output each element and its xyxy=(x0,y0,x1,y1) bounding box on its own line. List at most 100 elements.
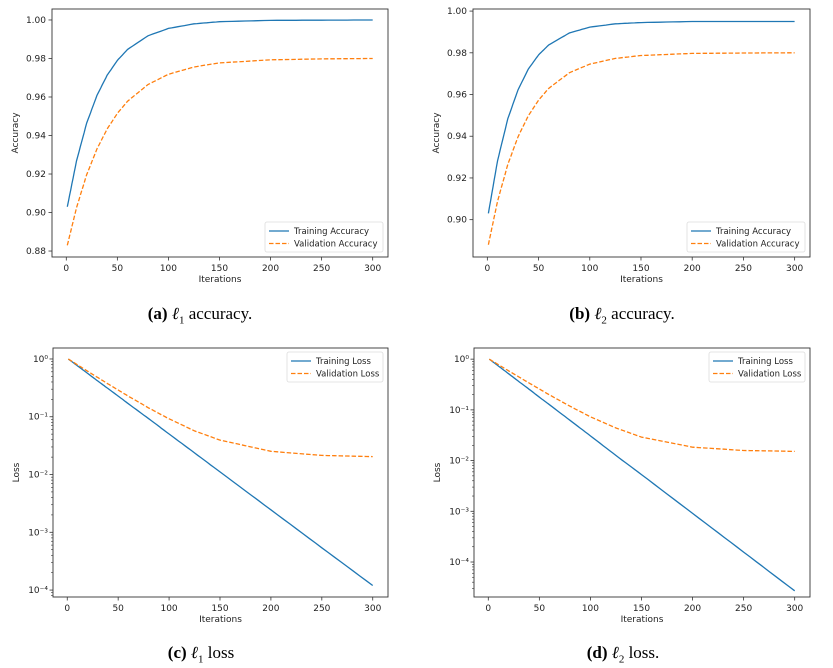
x-tick-label: 50 xyxy=(112,604,124,614)
legend-box xyxy=(708,351,806,383)
caption-text: accuracy. xyxy=(606,304,675,323)
x-tick-label: 200 xyxy=(262,604,279,614)
y-tick-label: 0.92 xyxy=(447,174,467,184)
x-axis-label: Iterations xyxy=(199,275,242,285)
legend: Training Accuracy Validation Accuracy xyxy=(264,221,384,253)
caption-d: (d) ℓ2 loss. xyxy=(587,643,660,665)
legend-label: Validation Accuracy xyxy=(716,240,799,250)
axes-frame xyxy=(472,8,811,258)
legend-label: Training Loss xyxy=(737,357,793,367)
legend-label: Training Accuracy xyxy=(293,227,369,237)
y-tick-label: 0.98 xyxy=(26,54,46,64)
caption-text: loss. xyxy=(624,643,660,662)
y-tick-label: 0.94 xyxy=(26,132,46,142)
x-tick-label: 0 xyxy=(63,264,69,274)
caption-label: (d) xyxy=(586,643,608,662)
x-tick-label: 200 xyxy=(684,264,701,274)
x-tick-label: 0 xyxy=(64,604,70,614)
y-tick-label: 1.00 xyxy=(26,16,46,26)
caption-c: (c) ℓ1 loss xyxy=(168,643,234,665)
y-axis-label: Loss xyxy=(12,462,22,482)
y-tick-label: 10⁻² xyxy=(28,471,48,481)
series-line-training-accuracy xyxy=(66,19,373,207)
x-tick-label: 50 xyxy=(534,604,546,614)
x-tick-label: 100 xyxy=(582,604,599,614)
x-axis-label: Iterations xyxy=(621,615,664,625)
y-tick-label: 10⁻² xyxy=(449,457,469,467)
x-tick-label: 0 xyxy=(485,604,491,614)
legend-label: Validation Loss xyxy=(316,370,380,380)
axes-frame xyxy=(52,347,389,598)
series-line-validation-accuracy xyxy=(487,52,795,245)
x-tick-label: 150 xyxy=(632,264,649,274)
subplot-c: 0 50 100 150 200 250 300 Iterations 10⁰ 10⁻¹ 10⁻² 1… xyxy=(12,347,389,625)
legend-box xyxy=(286,351,384,383)
x-tick-label: 250 xyxy=(313,264,330,274)
caption-label: (a) xyxy=(147,304,168,323)
x-tick-label: 200 xyxy=(684,604,701,614)
x-tick-label: 250 xyxy=(735,264,752,274)
y-tick-label: 0.92 xyxy=(26,170,46,180)
caption-label: (c) xyxy=(167,643,187,662)
caption-symbol: ℓ xyxy=(190,643,198,662)
legend-label: Validation Accuracy xyxy=(294,240,377,250)
x-tick-label: 150 xyxy=(211,264,228,274)
caption-sub: 1 xyxy=(178,314,185,327)
x-tick-label: 100 xyxy=(581,264,598,274)
series-line-training-accuracy xyxy=(487,20,795,214)
x-tick-label: 150 xyxy=(633,604,650,614)
series-line-validation-accuracy xyxy=(66,57,373,246)
subplot-a: 0 50 100 150 200 250 300 Iterations 0.88 0.90 0.92… xyxy=(11,8,389,285)
series-line-training-loss xyxy=(67,358,374,587)
legend-box xyxy=(264,221,384,253)
y-tick-label: 0.88 xyxy=(26,247,46,257)
caption-text: accuracy. xyxy=(184,304,253,323)
y-tick-label: 10⁻⁴ xyxy=(449,558,469,568)
x-axis-label: Iterations xyxy=(199,615,242,625)
caption-symbol: ℓ xyxy=(171,304,179,323)
y-tick-label: 0.90 xyxy=(26,209,46,219)
x-tick-label: 100 xyxy=(160,264,177,274)
y-axis-label: Accuracy xyxy=(432,112,442,154)
series-line-validation-loss xyxy=(488,358,795,453)
caption-text: loss xyxy=(203,643,235,662)
caption-sub: 2 xyxy=(618,653,625,666)
x-tick-label: 300 xyxy=(786,604,803,614)
axes-frame xyxy=(51,8,389,258)
x-tick-label: 300 xyxy=(364,604,381,614)
x-tick-label: 250 xyxy=(313,604,330,614)
x-tick-label: 50 xyxy=(112,264,124,274)
legend: Training Accuracy Validation Accuracy xyxy=(686,221,806,253)
caption-label: (b) xyxy=(569,304,591,323)
y-tick-label: 10⁻⁴ xyxy=(28,586,48,596)
series-line-training-loss xyxy=(488,358,796,592)
y-tick-label: 1.00 xyxy=(447,7,467,17)
series-line-validation-loss xyxy=(67,358,373,458)
x-tick-label: 300 xyxy=(364,264,381,274)
legend-label: Training Accuracy xyxy=(715,227,791,237)
y-tick-label: 0.98 xyxy=(447,49,467,59)
y-tick-label: 10⁻³ xyxy=(449,507,469,517)
x-tick-label: 50 xyxy=(533,264,545,274)
y-axis-label: Accuracy xyxy=(11,112,21,154)
y-tick-label: 10⁻¹ xyxy=(28,413,48,423)
x-tick-label: 200 xyxy=(262,264,279,274)
y-tick-label: 10⁰ xyxy=(33,355,48,365)
x-tick-label: 250 xyxy=(735,604,752,614)
y-tick-label: 0.94 xyxy=(447,132,467,142)
y-tick-label: 0.96 xyxy=(447,91,467,101)
subplot-b: 0 50 100 150 200 250 300 Iterations 0.90 0.92 0.94… xyxy=(432,7,811,285)
legend: Training Loss Validation Loss xyxy=(286,351,384,383)
axes-frame xyxy=(473,347,811,598)
y-tick-label: 10⁻¹ xyxy=(449,406,469,416)
y-axis-label: Loss xyxy=(433,462,443,482)
x-tick-label: 0 xyxy=(484,264,490,274)
x-tick-label: 150 xyxy=(211,604,228,614)
x-axis-label: Iterations xyxy=(620,275,663,285)
x-tick-label: 100 xyxy=(160,604,177,614)
y-tick-label: 0.90 xyxy=(447,216,467,226)
y-tick-label: 10⁰ xyxy=(454,355,469,365)
y-tick-label: 10⁻³ xyxy=(28,528,48,538)
legend: Training Loss Validation Loss xyxy=(708,351,806,383)
